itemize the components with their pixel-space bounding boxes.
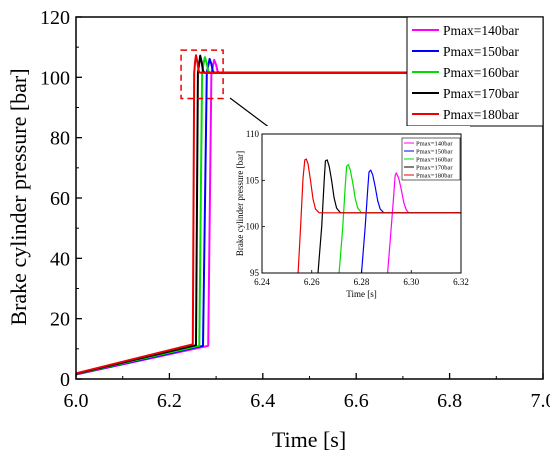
y-tick-label: 40 [50,248,70,270]
inset-chart: 6.24 6.26 6.28 6.30 6.32 95 100 105 110 Time [s] B… [235,126,470,299]
inset-y-tick-label: 110 [246,129,260,139]
inset-y-tick-label: 100 [246,222,260,232]
main-legend: Pmax=140bar Pmax=150bar Pmax=160bar Pmax=17… [406,16,544,127]
legend-entry: Pmax=150bar [443,44,519,59]
inset-legend-entry: Pmax=160bar [416,157,453,164]
inset-x-tick-label: 6.24 [254,277,270,287]
inset-series-line-Pmax=150bar [360,169,461,273]
y-tick-label: 20 [50,309,70,331]
inset-y-axis-label: Brake cylinder pressure [bar] [235,151,245,256]
inset-series-group [297,158,461,273]
inset-legend-entry: Pmax=180bar [416,173,453,180]
inset-y-tick-label: 95 [250,268,260,278]
legend-entry: Pmax=180bar [443,107,519,122]
y-tick-label: 80 [50,128,70,150]
legend-entry: Pmax=140bar [443,23,519,38]
inset-series-line-Pmax=170bar [317,159,461,273]
legend-entry: Pmax=170bar [443,86,519,101]
x-axis-label: Time [s] [272,427,346,452]
inset-x-tick-label: 6.28 [354,277,370,287]
x-tick-label: 6.6 [344,390,369,412]
x-tick-label: 6.0 [64,390,89,412]
y-tick-label: 100 [40,67,70,89]
inset-series-line-Pmax=160bar [338,164,461,273]
y-tick-label: 0 [60,369,70,391]
y-tick-label: 60 [50,188,70,210]
inset-x-tick-label: 6.26 [304,277,320,287]
inset-y-tick-label: 105 [246,175,260,185]
inset-x-axis-label: Time [s] [346,289,376,299]
zoom-region-box [180,49,224,100]
y-tick-label: 120 [40,7,70,29]
inset-x-tick-label: 6.30 [403,277,419,287]
legend-entry: Pmax=160bar [443,65,519,80]
inset-x-tick-label: 6.32 [453,277,469,287]
series-line-Pmax=180bar [75,54,543,375]
x-tick-label: 6.2 [157,390,182,412]
main-series-group [75,54,543,376]
inset-legend-entry: Pmax=170bar [416,165,453,172]
inset-series-line-Pmax=140bar [387,172,461,273]
x-tick-label: 6.8 [437,390,462,412]
y-axis-label: Brake cylinder pressure [bar] [6,68,31,325]
inset-legend-entry: Pmax=150bar [416,149,453,156]
x-tick-label: 7.0 [531,390,550,412]
x-tick-label: 6.4 [250,390,275,412]
main-axes-group: 6.0 6.2 6.4 6.6 6.8 7.0 0 20 40 60 80 100 120 [40,7,550,412]
inset-series-line-Pmax=180bar [297,158,461,273]
inset-legend-entry: Pmax=140bar [416,141,453,148]
